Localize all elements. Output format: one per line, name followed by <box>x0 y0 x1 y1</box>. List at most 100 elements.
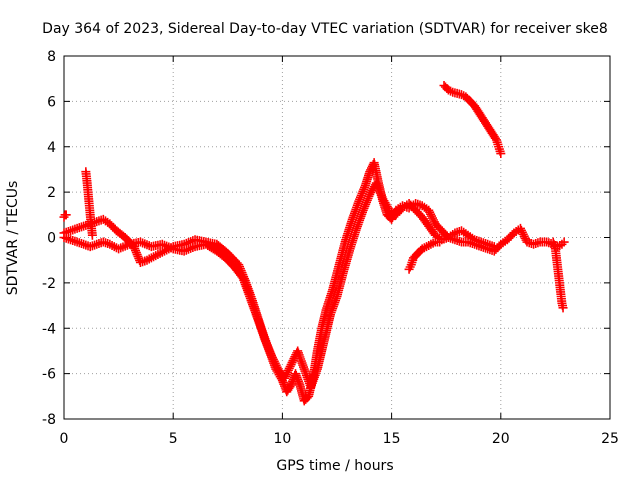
data-point-sample <box>262 339 272 349</box>
data-point-sample <box>517 227 527 237</box>
x-tick-label: 10 <box>273 431 291 447</box>
data-point <box>146 242 156 252</box>
data-point <box>59 212 69 222</box>
data-point <box>66 226 76 236</box>
data-point <box>61 210 71 220</box>
data-point <box>179 239 189 249</box>
data-point <box>332 291 342 301</box>
data-point <box>201 237 211 247</box>
y-tick-label: 2 <box>47 185 56 201</box>
x-tick-label: 20 <box>492 431 510 447</box>
data-point-sample <box>264 345 274 355</box>
data-point-sample <box>285 361 295 371</box>
data-point-sample <box>287 358 297 368</box>
data-point-sample <box>142 240 152 250</box>
data-point-sample <box>428 215 438 225</box>
data-point-sample <box>361 197 371 207</box>
data-point-sample <box>355 194 365 204</box>
data-point <box>114 244 124 254</box>
data-point <box>424 221 434 231</box>
data-point-sample <box>377 192 387 202</box>
y-tick-label: -2 <box>42 276 56 292</box>
data-point <box>369 158 379 168</box>
data-point <box>417 212 427 222</box>
data-point-sample <box>281 371 291 381</box>
data-point <box>142 255 152 265</box>
data-point <box>360 180 370 190</box>
data-point <box>84 198 94 208</box>
data-point <box>404 198 414 208</box>
data-point <box>371 178 381 188</box>
data-point-sample <box>270 358 280 368</box>
data-point <box>554 271 564 281</box>
data-point <box>509 228 519 238</box>
data-point-sample <box>181 238 191 248</box>
data-point-sample <box>271 360 281 370</box>
data-point-sample <box>359 184 369 194</box>
data-point <box>86 221 96 231</box>
data-point <box>105 219 115 229</box>
data-point <box>358 205 368 215</box>
data-point <box>319 337 329 347</box>
data-point-sample <box>267 352 277 362</box>
data-point-sample <box>133 252 143 262</box>
data-point <box>240 276 250 286</box>
data-point <box>304 391 314 401</box>
y-tick-label: 6 <box>47 94 56 110</box>
data-point <box>157 239 167 249</box>
data-point <box>168 242 178 252</box>
data-point-sample <box>140 239 150 249</box>
y-axis-label: SDTVAR / TECUs <box>5 181 21 296</box>
data-point <box>120 233 130 242</box>
data-point <box>345 244 355 254</box>
data-point <box>79 239 89 249</box>
data-point-sample <box>288 356 298 366</box>
data-point <box>470 235 480 245</box>
data-point <box>79 221 89 231</box>
data-point <box>502 235 512 245</box>
data-point <box>87 230 97 240</box>
data-point-sample <box>263 343 273 353</box>
data-point-sample <box>360 201 370 211</box>
y-axis: -8 -6 -4 -2 0 2 4 6 8 <box>42 49 610 428</box>
chart-title: Day 364 of 2023, Sidereal Day-to-day VTE… <box>42 21 608 37</box>
data-point <box>98 237 108 247</box>
data-point-sample <box>186 237 196 247</box>
data-point-sample <box>131 246 141 256</box>
data-point <box>341 235 351 245</box>
data-point-sample <box>373 182 383 192</box>
data-point <box>151 251 161 261</box>
data-point <box>212 239 222 249</box>
data-point <box>72 223 82 233</box>
data-point <box>435 237 445 247</box>
data-point-sample <box>358 186 368 196</box>
data-point <box>494 142 504 152</box>
data-point-sample <box>132 250 142 260</box>
data-point-sample <box>236 266 246 276</box>
data-point <box>424 205 434 215</box>
data-point-sample <box>120 241 130 251</box>
data-point <box>461 92 471 102</box>
data-point <box>129 242 139 252</box>
data-point <box>391 210 401 220</box>
data-point <box>378 194 388 204</box>
data-point <box>384 205 394 215</box>
y-tick-label: -4 <box>42 321 56 337</box>
data-point-sample <box>238 270 248 280</box>
data-point-sample <box>427 213 437 223</box>
data-point <box>557 239 567 249</box>
data-point-sample <box>362 195 372 205</box>
data-point-sample <box>138 238 148 248</box>
data-point-sample <box>262 341 272 351</box>
data-point-sample <box>359 203 369 213</box>
data-point <box>417 201 427 211</box>
data-point <box>92 239 102 249</box>
data-point-sample <box>265 347 275 357</box>
data-point <box>105 239 115 249</box>
x-tick-label: 25 <box>601 431 619 447</box>
series-main-track <box>61 159 565 404</box>
data-point-sample <box>282 367 292 377</box>
data-point <box>559 237 569 247</box>
y-tick-label: 8 <box>47 49 56 65</box>
data-point <box>299 364 309 374</box>
